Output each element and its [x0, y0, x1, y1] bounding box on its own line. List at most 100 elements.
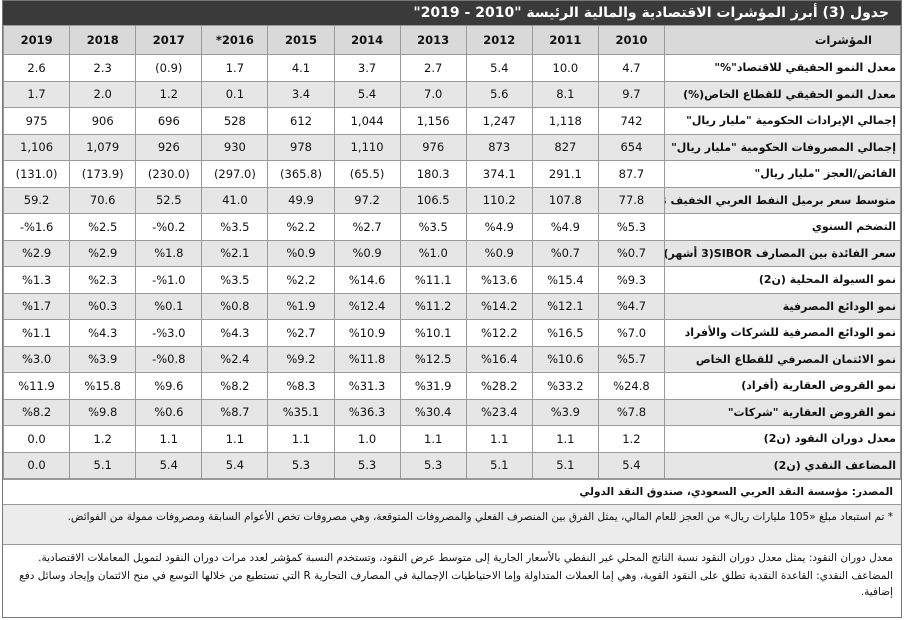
cell-value: %2.2 — [267, 213, 335, 241]
cell-value: %9.8 — [69, 398, 137, 426]
row-label: الفائض/العجز "مليار ريال" — [664, 160, 901, 188]
cell-value: %2.7 — [267, 319, 335, 347]
cell-value: %13.6 — [465, 266, 533, 294]
cell-value: -%0.8 — [135, 345, 203, 373]
row-label: المضاعف النقدي (ن2) — [664, 451, 901, 479]
cell-value: %31.9 — [399, 372, 467, 400]
cell-value: 528 — [201, 107, 269, 135]
cell-value: 1,156 — [399, 107, 467, 135]
cell-value: 1.7 — [201, 54, 269, 82]
cell-value: -%1.6 — [2, 213, 71, 241]
cell-value: 906 — [69, 107, 137, 135]
cell-value: 1,106 — [2, 133, 71, 161]
cell-value: 8.1 — [531, 80, 599, 108]
cell-value: %4.7 — [597, 292, 666, 320]
table-row: نمو القروض العقارية (أفراد) %24.8 %33.2 %28… — [2, 372, 901, 400]
table-title: جدول (3) أبرز المؤشرات الاقتصادية والمال… — [3, 1, 901, 25]
cell-value: 3.4 — [267, 80, 335, 108]
table-row: معدل النمو الحقيقي للقطاع الخاص(%) 9.7 8.1… — [2, 80, 901, 108]
cell-value: 77.8 — [597, 186, 666, 214]
row-label: نمو الودائع المصرفية للشركات والأفراد — [664, 319, 901, 347]
table-row: نمو الودائع المصرفية للشركات والأفراد %7.… — [2, 319, 901, 347]
cell-value: -%0.2 — [135, 213, 203, 241]
cell-value: %35.1 — [267, 398, 335, 426]
cell-value: %5.3 — [597, 213, 666, 241]
cell-value: %31.3 — [333, 372, 401, 400]
cell-value: 110.2 — [465, 186, 533, 214]
cell-value: %1.3 — [2, 266, 71, 294]
cell-value: 1,118 — [531, 107, 599, 135]
row-label: إجمالي الإيرادات الحكومية "مليار ريال" — [664, 107, 901, 135]
cell-value: %0.8 — [201, 292, 269, 320]
cell-value: 5.1 — [531, 451, 599, 479]
cell-value: 9.7 — [597, 80, 666, 108]
cell-value: %0.9 — [333, 239, 401, 267]
cell-value: %3.5 — [201, 266, 269, 294]
cell-value: 654 — [597, 133, 666, 161]
cell-value: 5.1 — [69, 451, 137, 479]
cell-value: 5.6 — [465, 80, 533, 108]
cell-value: 1.2 — [135, 80, 203, 108]
cell-value: 0.0 — [2, 425, 71, 453]
header-year: 2011 — [531, 25, 599, 55]
cell-value: 1.1 — [531, 425, 599, 453]
cell-value: %3.5 — [201, 213, 269, 241]
cell-value: 827 — [531, 133, 599, 161]
table-row: نمو الودائع المصرفية %4.7 %12.1 %14.2 %11.2%… — [2, 292, 901, 320]
cell-value: 291.1 — [531, 160, 599, 188]
table-row: المضاعف النقدي (ن2) 5.4 5.1 5.1 5.3 5.3 5.3 5.4… — [2, 451, 901, 479]
cell-value: 0.0 — [2, 451, 71, 479]
cell-value: 5.4 — [333, 80, 401, 108]
cell-value: 5.3 — [333, 451, 401, 479]
cell-value: 87.7 — [597, 160, 666, 188]
cell-value: 2.6 — [2, 54, 71, 82]
cell-value: 696 — [135, 107, 203, 135]
cell-value: %16.4 — [465, 345, 533, 373]
cell-value: %12.5 — [399, 345, 467, 373]
cell-value: %0.1 — [135, 292, 203, 320]
header-year: 2016* — [201, 25, 269, 55]
cell-value: %36.3 — [333, 398, 401, 426]
cell-value: %11.9 — [2, 372, 71, 400]
cell-value: %3.5 — [399, 213, 467, 241]
cell-value: %1.7 — [2, 292, 71, 320]
cell-value: %1.9 — [267, 292, 335, 320]
cell-value: %8.7 — [201, 398, 269, 426]
table-row: معدل دوران النقود (ن2) 1.2 1.1 1.1 1.1 1.0 1.1… — [2, 425, 901, 453]
cell-value: 7.0 — [399, 80, 467, 108]
cell-value: %11.2 — [399, 292, 467, 320]
row-label: التضخم السنوي — [664, 213, 901, 241]
cell-value: 976 — [399, 133, 467, 161]
row-label: معدل دوران النقود (ن2) — [664, 425, 901, 453]
header-year: 2013 — [399, 25, 467, 55]
table-row: سعر الفائدة بين المصارف SIBOR(3 أشهر) %0.… — [2, 239, 901, 267]
cell-value: %9.3 — [597, 266, 666, 294]
cell-value: %2.1 — [201, 239, 269, 267]
cell-value: %30.4 — [399, 398, 467, 426]
cell-value: 1.1 — [201, 425, 269, 453]
table-row: التضخم السنوي %5.3 %4.9 %4.9 %3.5 %2.7 %2.2 %3.… — [2, 213, 901, 241]
row-label: معدل النمو الحقيقي للقطاع الخاص(%) — [664, 80, 901, 108]
cell-value: 107.8 — [531, 186, 599, 214]
cell-value: %2.9 — [2, 239, 71, 267]
source: المصدر: مؤسسة النقد العربي السعودي، صندو… — [3, 479, 901, 504]
cell-value: %15.8 — [69, 372, 137, 400]
cell-value: %8.2 — [2, 398, 71, 426]
cell-value: %4.3 — [69, 319, 137, 347]
footnote: * تم استبعاد مبلغ «105 مليارات ريال» من … — [3, 504, 901, 544]
cell-value: 5.4 — [135, 451, 203, 479]
cell-value: 97.2 — [333, 186, 401, 214]
cell-value: 106.5 — [399, 186, 467, 214]
cell-value: 1.2 — [597, 425, 666, 453]
cell-value: 1.1 — [135, 425, 203, 453]
cell-value: (297.0) — [201, 160, 269, 188]
cell-value: %11.1 — [399, 266, 467, 294]
cell-value: %12.4 — [333, 292, 401, 320]
table-body: معدل النمو الحقيقي للاقتصاد"%" 4.7 10.0 5.4… — [2, 54, 901, 479]
cell-value: 1.1 — [465, 425, 533, 453]
cell-value: %2.7 — [333, 213, 401, 241]
cell-value: %2.4 — [201, 345, 269, 373]
cell-value: 873 — [465, 133, 533, 161]
cell-value: %9.6 — [135, 372, 203, 400]
